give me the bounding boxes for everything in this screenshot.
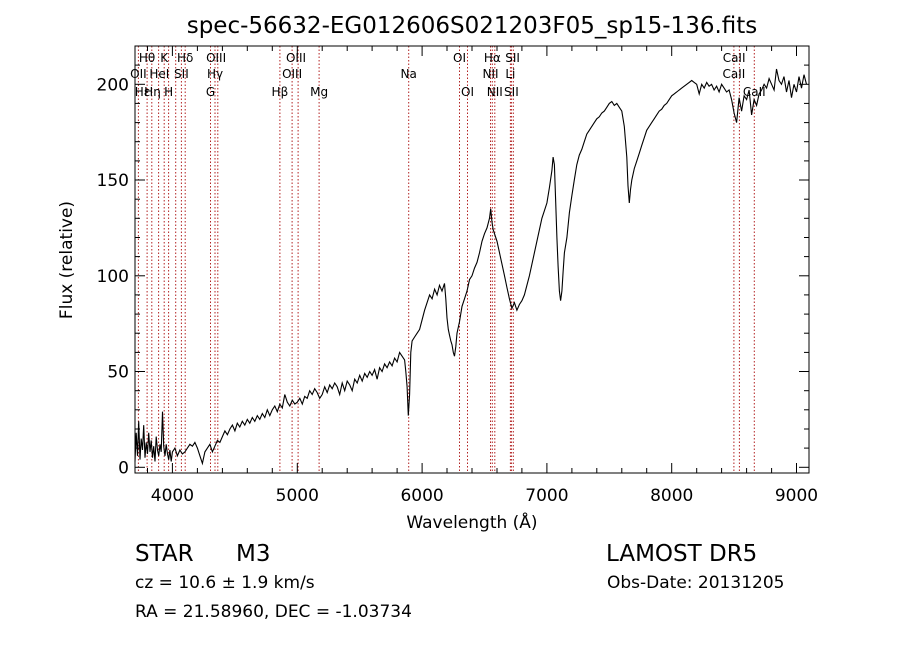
line-label: Hβ	[272, 85, 289, 99]
line-label: Hθ	[139, 51, 155, 65]
spectrum-line	[134, 68, 808, 466]
emission-line-labels: Hθ K Hδ OIII OIII OI Hα SII CaII OII HeI SII Hγ OIII N…	[130, 51, 766, 99]
line-label: H	[164, 85, 173, 99]
x-tick-label: 8000	[650, 486, 693, 506]
line-label: Hα	[484, 51, 501, 65]
line-label: Na	[401, 67, 417, 81]
redshift-readout: cz = 10.6 ± 1.9 km/s	[135, 573, 315, 593]
survey-name: LAMOST DR5	[606, 541, 758, 567]
x-tick-label: 9000	[775, 486, 818, 506]
y-tick-label: 0	[118, 458, 129, 478]
line-label: G	[206, 85, 215, 99]
line-label: HeI	[149, 67, 169, 81]
object-subclass: M3	[236, 541, 271, 567]
line-label: SII	[174, 67, 189, 81]
y-tick-label: 150	[97, 171, 129, 191]
line-label: NII	[482, 67, 498, 81]
x-tick-label: 6000	[400, 486, 443, 506]
line-label: OI	[461, 85, 474, 99]
line-label: OII	[130, 67, 147, 81]
observation-date: Obs-Date: 20131205	[607, 573, 785, 593]
emission-line-markers	[137, 46, 755, 473]
object-class: STAR	[135, 541, 194, 567]
line-label: CaII	[722, 67, 745, 81]
line-label: OI	[453, 51, 466, 65]
y-tick-label: 50	[107, 363, 129, 383]
x-axis: 4000 5000 6000 7000 8000 9000	[147, 46, 818, 506]
x-tick-label: 4000	[151, 486, 194, 506]
line-label: Hε	[135, 85, 151, 99]
y-tick-label: 100	[97, 267, 129, 287]
line-label: OIII	[282, 67, 302, 81]
line-label: Li	[505, 67, 515, 81]
line-label: CaII	[723, 51, 746, 65]
line-label: Hη	[144, 85, 161, 99]
line-label: SII	[505, 51, 520, 65]
coordinates-readout: RA = 21.58960, DEC = -1.03734	[135, 602, 412, 622]
x-tick-label: 7000	[525, 486, 568, 506]
line-label: OIII	[286, 51, 306, 65]
line-label: SII	[504, 85, 519, 99]
x-tick-label: 5000	[276, 486, 319, 506]
chart-title: spec-56632-EG012606S021203F05_sp15-136.f…	[187, 13, 758, 39]
line-label: K	[160, 51, 169, 65]
line-label: Hγ	[207, 67, 223, 81]
x-axis-label: Wavelength (Å)	[406, 511, 537, 533]
line-label: OIII	[206, 51, 226, 65]
plot-frame	[134, 45, 810, 474]
line-label: Mg	[310, 85, 328, 99]
line-label: CaII	[743, 85, 766, 99]
line-label: Hδ	[177, 51, 193, 65]
y-axis-label: Flux (relative)	[57, 201, 77, 319]
y-tick-label: 200	[97, 75, 129, 95]
line-label: NII	[487, 85, 503, 99]
y-axis: 0 50 100 150 200	[97, 64, 809, 478]
